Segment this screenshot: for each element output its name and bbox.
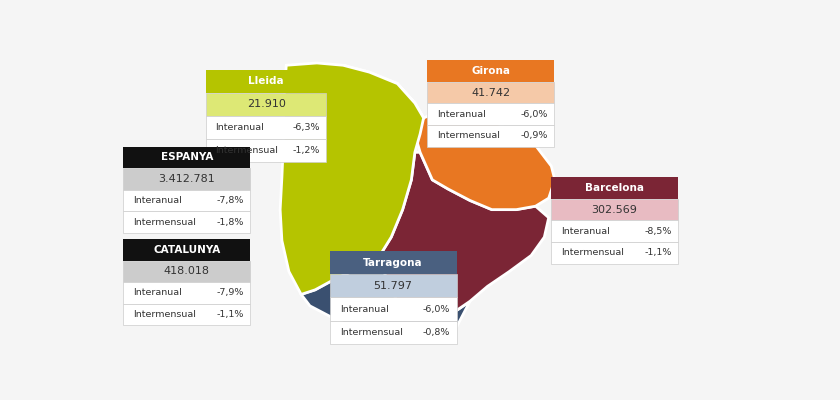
Text: 3.412.781: 3.412.781 [158,174,215,184]
Text: ESPANYA: ESPANYA [160,152,213,162]
FancyBboxPatch shape [329,274,457,298]
FancyBboxPatch shape [551,220,678,242]
Text: Interanual: Interanual [134,196,182,205]
Text: -6,0%: -6,0% [423,304,450,314]
FancyBboxPatch shape [329,320,457,344]
FancyBboxPatch shape [329,298,457,320]
Text: CATALUNYA: CATALUNYA [153,245,220,255]
Text: -7,8%: -7,8% [217,196,244,205]
Text: Girona: Girona [471,66,510,76]
Text: Barcelona: Barcelona [585,183,644,193]
Text: 302.569: 302.569 [591,205,638,215]
FancyBboxPatch shape [123,146,250,168]
Text: -0,8%: -0,8% [423,328,450,337]
Polygon shape [280,63,423,294]
FancyBboxPatch shape [206,139,326,162]
Text: Intermensual: Intermensual [134,310,197,319]
Text: Intermensual: Intermensual [561,248,624,257]
Text: -6,3%: -6,3% [293,123,320,132]
Text: Interanual: Interanual [134,288,182,297]
Text: -6,0%: -6,0% [521,110,548,119]
FancyBboxPatch shape [428,60,554,82]
Text: 51.797: 51.797 [374,281,412,291]
Text: Lleida: Lleida [249,76,284,86]
Text: -7,9%: -7,9% [217,288,244,297]
Text: 21.910: 21.910 [247,99,286,109]
FancyBboxPatch shape [428,104,554,125]
FancyBboxPatch shape [428,125,554,146]
Text: Intermensual: Intermensual [216,146,278,155]
Text: 41.742: 41.742 [471,88,510,98]
FancyBboxPatch shape [206,70,326,93]
FancyBboxPatch shape [123,282,250,304]
Text: Tarragona: Tarragona [363,258,423,268]
Text: -1,1%: -1,1% [644,248,671,257]
Text: -0,9%: -0,9% [521,131,548,140]
FancyBboxPatch shape [329,251,457,274]
Text: 418.018: 418.018 [164,266,210,276]
Text: Intermensual: Intermensual [134,218,197,226]
FancyBboxPatch shape [551,242,678,264]
Polygon shape [343,65,555,210]
FancyBboxPatch shape [123,211,250,233]
FancyBboxPatch shape [123,260,250,282]
Text: Interanual: Interanual [561,227,610,236]
Polygon shape [301,256,470,340]
Text: -1,2%: -1,2% [293,146,320,155]
Text: Interanual: Interanual [339,304,389,314]
FancyBboxPatch shape [123,304,250,325]
FancyBboxPatch shape [206,93,326,116]
FancyBboxPatch shape [123,239,250,260]
FancyBboxPatch shape [123,168,250,190]
Polygon shape [380,152,549,317]
FancyBboxPatch shape [551,199,678,220]
FancyBboxPatch shape [206,116,326,139]
FancyBboxPatch shape [123,190,250,211]
Text: -1,8%: -1,8% [217,218,244,226]
Text: Interanual: Interanual [438,110,486,119]
FancyBboxPatch shape [551,177,678,199]
FancyBboxPatch shape [428,82,554,104]
Text: -1,1%: -1,1% [217,310,244,319]
Text: Intermensual: Intermensual [339,328,402,337]
Text: Interanual: Interanual [216,123,265,132]
Text: Intermensual: Intermensual [438,131,501,140]
Text: -8,5%: -8,5% [644,227,671,236]
